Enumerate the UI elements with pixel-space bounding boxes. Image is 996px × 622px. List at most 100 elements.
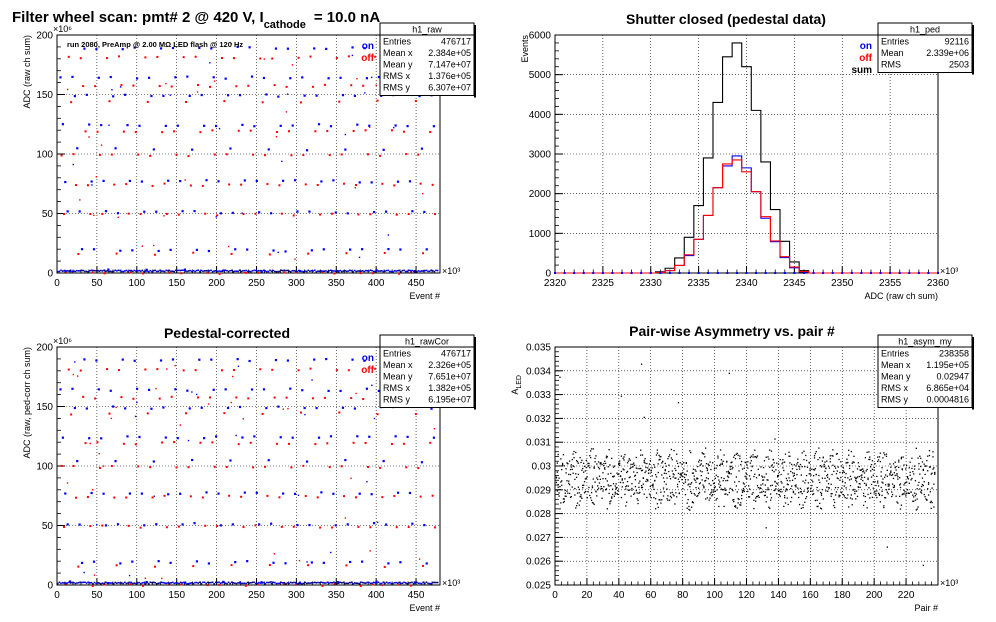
data-point bbox=[897, 502, 899, 504]
data-point bbox=[603, 462, 605, 465]
data-point-baseline bbox=[374, 582, 377, 584]
data-point-baseline bbox=[88, 582, 91, 584]
data-point-off bbox=[197, 84, 200, 87]
data-point-off bbox=[149, 466, 152, 469]
data-point-off bbox=[89, 525, 92, 528]
data-point bbox=[828, 487, 831, 489]
data-point-on bbox=[353, 407, 357, 410]
data-point-baseline bbox=[168, 582, 171, 585]
data-point-off bbox=[106, 368, 109, 371]
stats-key: Entries bbox=[383, 349, 412, 359]
data-point bbox=[878, 493, 881, 496]
data-point bbox=[906, 489, 909, 491]
data-point bbox=[705, 447, 707, 449]
data-point-baseline bbox=[269, 269, 271, 272]
baseline-marker bbox=[640, 272, 643, 274]
x-axis-label: Event # bbox=[409, 603, 440, 613]
data-point-baseline bbox=[253, 269, 255, 272]
data-point-off bbox=[369, 213, 372, 216]
data-point bbox=[713, 486, 716, 489]
data-point bbox=[589, 494, 591, 497]
data-point-on bbox=[329, 125, 333, 128]
data-point-baseline bbox=[125, 269, 128, 272]
data-point-baseline bbox=[291, 582, 294, 584]
data-point bbox=[856, 495, 859, 498]
data-point bbox=[926, 499, 928, 501]
data-point bbox=[686, 507, 688, 509]
data-point-off bbox=[187, 466, 190, 469]
data-point bbox=[859, 483, 861, 485]
data-point-baseline bbox=[296, 270, 298, 273]
data-point bbox=[881, 490, 883, 492]
data-point bbox=[590, 450, 592, 452]
data-point-transition bbox=[366, 480, 368, 483]
y-exponent: ×10⁶ bbox=[53, 24, 72, 34]
data-point-baseline bbox=[372, 270, 375, 273]
data-point bbox=[720, 477, 723, 479]
data-point bbox=[670, 457, 673, 459]
data-point bbox=[691, 501, 694, 503]
data-point-on bbox=[411, 210, 414, 213]
data-point-baseline bbox=[353, 582, 356, 584]
data-point-off bbox=[120, 84, 123, 87]
data-point-transition bbox=[128, 574, 131, 577]
data-point bbox=[572, 453, 574, 455]
data-point-baseline bbox=[58, 270, 61, 273]
data-point bbox=[681, 463, 683, 465]
data-point-baseline bbox=[435, 581, 437, 584]
data-point-off bbox=[173, 130, 176, 133]
data-point-off bbox=[328, 466, 331, 469]
data-point-on bbox=[396, 491, 400, 494]
data-point-off bbox=[161, 131, 164, 134]
x-tick-label: 100 bbox=[128, 278, 145, 289]
legend-entry-off: off bbox=[361, 53, 374, 64]
data-point-baseline bbox=[243, 269, 246, 272]
data-point bbox=[893, 472, 896, 474]
data-point bbox=[717, 457, 719, 459]
data-point bbox=[749, 478, 752, 480]
stats-box-shadow bbox=[972, 337, 974, 410]
data-point-baseline bbox=[251, 270, 254, 272]
data-point bbox=[632, 463, 634, 466]
data-point bbox=[907, 478, 910, 480]
data-point-baseline bbox=[416, 581, 418, 584]
data-point-transition bbox=[235, 434, 237, 437]
baseline-marker bbox=[592, 272, 595, 274]
data-point bbox=[708, 464, 710, 467]
data-point bbox=[781, 463, 783, 465]
data-point-on bbox=[282, 179, 285, 182]
data-point bbox=[669, 492, 672, 494]
data-point bbox=[864, 495, 867, 498]
data-point-on bbox=[224, 388, 227, 391]
data-point bbox=[624, 493, 626, 496]
data-point-baseline bbox=[96, 581, 99, 584]
data-point bbox=[559, 488, 561, 491]
data-point-baseline bbox=[339, 581, 342, 584]
data-point-baseline bbox=[208, 581, 211, 584]
data-point bbox=[635, 456, 637, 459]
data-point bbox=[709, 461, 711, 463]
x-tick-label: 300 bbox=[288, 278, 305, 289]
data-point bbox=[891, 483, 894, 485]
data-point-baseline bbox=[382, 581, 385, 584]
data-point-baseline bbox=[435, 269, 437, 272]
data-point-baseline bbox=[226, 582, 228, 585]
data-point-off bbox=[434, 526, 437, 529]
data-point bbox=[865, 470, 867, 472]
data-point bbox=[624, 453, 626, 456]
data-point bbox=[804, 482, 806, 484]
data-point bbox=[908, 492, 910, 495]
data-point-transition bbox=[298, 559, 301, 562]
data-point bbox=[650, 471, 652, 473]
data-point bbox=[642, 483, 644, 485]
data-point-on bbox=[377, 389, 380, 393]
data-point bbox=[830, 493, 832, 495]
data-point bbox=[579, 456, 581, 459]
data-point-transition bbox=[277, 251, 279, 254]
data-point-transition bbox=[369, 550, 371, 552]
data-point bbox=[821, 489, 824, 491]
data-point bbox=[732, 489, 734, 492]
data-point-baseline bbox=[160, 270, 163, 272]
baseline-marker bbox=[869, 272, 872, 274]
data-point bbox=[805, 474, 808, 477]
